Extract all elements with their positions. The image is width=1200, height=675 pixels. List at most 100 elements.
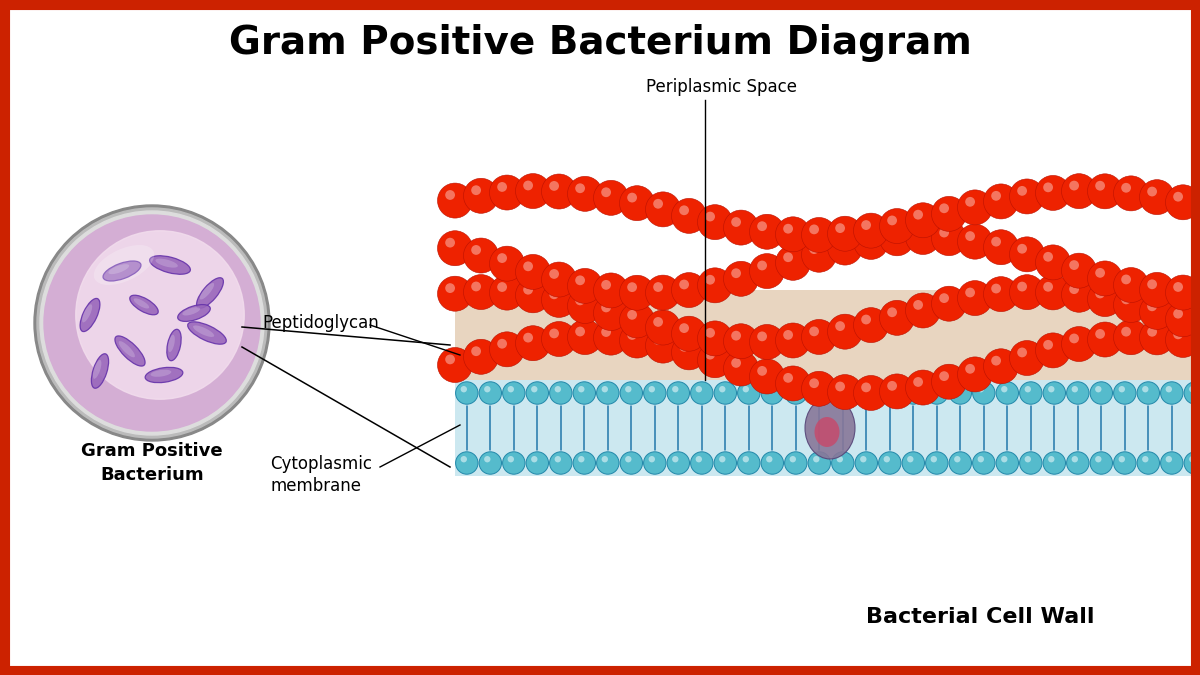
Circle shape [853,213,888,248]
Circle shape [1036,275,1070,310]
Circle shape [761,382,784,404]
Circle shape [578,456,584,462]
Circle shape [1009,237,1044,272]
Circle shape [461,386,467,392]
Circle shape [646,310,680,345]
Circle shape [1036,333,1070,368]
Circle shape [906,293,941,328]
Circle shape [1043,340,1054,350]
Circle shape [490,175,524,210]
Circle shape [750,359,785,394]
Circle shape [1114,176,1148,211]
Circle shape [523,181,533,190]
Circle shape [672,335,707,370]
Circle shape [809,244,818,254]
Circle shape [775,217,810,252]
Circle shape [913,210,923,219]
Ellipse shape [119,341,134,357]
Circle shape [878,452,901,475]
Circle shape [594,180,629,215]
Circle shape [526,452,548,475]
Circle shape [503,382,526,404]
Circle shape [1165,185,1200,220]
Circle shape [706,212,715,221]
Circle shape [461,456,467,462]
Circle shape [931,386,937,392]
Circle shape [706,350,715,360]
Circle shape [445,238,455,248]
Ellipse shape [92,360,101,379]
Circle shape [516,254,551,290]
Circle shape [1147,187,1157,196]
Circle shape [907,386,913,392]
Circle shape [625,456,631,462]
Circle shape [931,286,966,321]
Circle shape [672,316,707,351]
Circle shape [497,339,508,348]
Circle shape [601,327,611,337]
Circle shape [775,366,810,401]
Circle shape [880,221,914,256]
Circle shape [1174,329,1183,340]
Circle shape [862,220,871,230]
Circle shape [809,378,818,388]
Ellipse shape [199,283,214,300]
Circle shape [1140,273,1175,307]
Circle shape [445,190,455,200]
Circle shape [785,382,808,404]
Circle shape [1043,182,1054,192]
Circle shape [965,197,974,207]
Circle shape [472,245,481,255]
Circle shape [484,456,491,462]
Circle shape [619,186,654,221]
Circle shape [913,300,923,310]
Circle shape [578,386,584,392]
Circle shape [550,382,572,404]
Circle shape [1025,456,1031,462]
Circle shape [523,285,533,294]
Circle shape [648,456,655,462]
Circle shape [1174,308,1183,319]
Circle shape [706,275,715,285]
Circle shape [880,209,914,244]
Circle shape [438,276,473,311]
Circle shape [568,319,602,354]
Circle shape [809,327,818,336]
Circle shape [835,237,845,247]
Circle shape [479,452,502,475]
Circle shape [719,456,726,462]
Circle shape [784,330,793,340]
Circle shape [940,293,949,303]
Text: Gram Positive
Bacterium: Gram Positive Bacterium [82,442,223,484]
Circle shape [44,215,260,431]
Circle shape [523,261,533,271]
Circle shape [1192,309,1200,344]
Circle shape [541,262,576,297]
Circle shape [541,321,576,356]
Circle shape [940,227,949,238]
Circle shape [1072,456,1078,462]
Circle shape [76,231,245,399]
Circle shape [757,261,767,271]
Circle shape [887,215,896,225]
Circle shape [672,386,678,392]
Circle shape [991,237,1001,246]
Circle shape [832,452,854,475]
Circle shape [1147,327,1157,337]
Circle shape [856,382,877,404]
Circle shape [757,331,767,342]
Circle shape [906,202,941,238]
Circle shape [906,219,941,254]
Circle shape [667,382,690,404]
Circle shape [907,456,913,462]
Circle shape [984,277,1019,312]
Circle shape [1138,382,1159,404]
Circle shape [1096,181,1105,190]
Circle shape [554,386,562,392]
Circle shape [949,382,972,404]
Circle shape [575,184,584,193]
Circle shape [503,452,526,475]
Circle shape [679,205,689,215]
Circle shape [931,221,966,256]
Circle shape [1090,452,1112,475]
